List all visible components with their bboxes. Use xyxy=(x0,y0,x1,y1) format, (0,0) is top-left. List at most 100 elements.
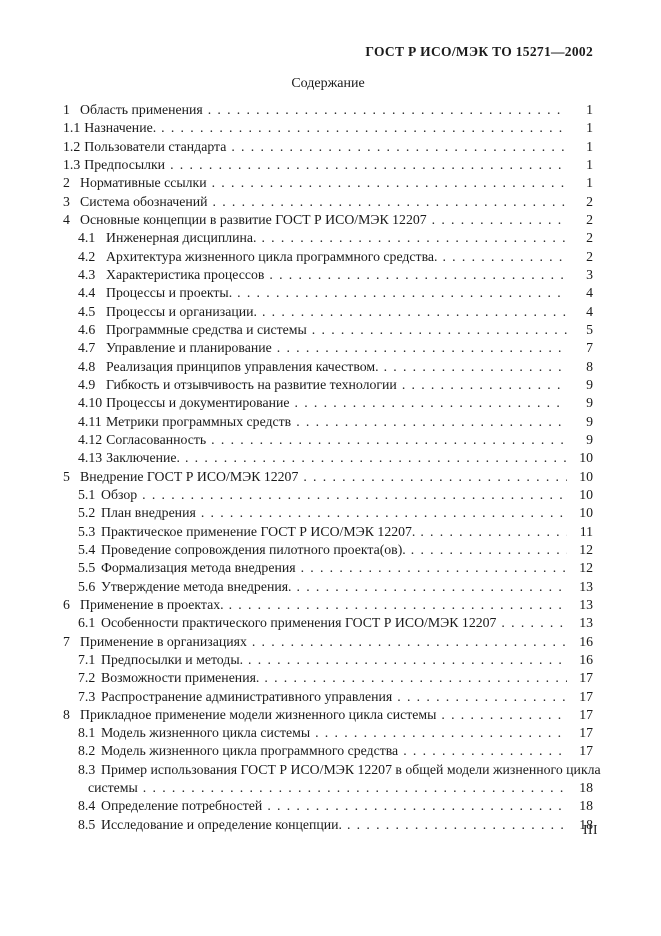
toc-item: 8.5 Исследование и определение концепции.… xyxy=(63,816,593,834)
toc-num: 4.10 xyxy=(78,395,103,411)
toc-item: 4.5 Процессы и организации. 4 xyxy=(63,303,593,321)
toc-label: План внедрения xyxy=(101,505,196,521)
toc-label: Процессы и документирование xyxy=(106,395,290,411)
toc-pg: 2 xyxy=(586,193,593,209)
toc-leader xyxy=(213,193,567,211)
toc-leader xyxy=(262,303,567,321)
toc-pg: 1 xyxy=(586,120,593,136)
toc-leader xyxy=(237,284,567,302)
toc-pg: 9 xyxy=(586,431,593,447)
toc-pg: 2 xyxy=(586,230,593,246)
toc-pg: 8 xyxy=(586,358,593,374)
toc-label: Прикладное применение модели жизненного … xyxy=(80,706,437,722)
toc-label: Исследование и определение концепции. xyxy=(101,816,342,832)
toc-num: 8.5 xyxy=(78,816,96,832)
toc-item: 4.2 Архитектура жизненного цикла программ… xyxy=(63,248,593,266)
toc-leader xyxy=(252,633,567,651)
toc-item: 5.5 Формализация метода внедрения 12 xyxy=(63,559,593,577)
toc-leader xyxy=(185,449,567,467)
toc-pg: 10 xyxy=(579,505,593,521)
toc-label: Применение в организациях xyxy=(80,633,247,649)
toc-num: 3 xyxy=(63,193,70,209)
toc-pg: 2 xyxy=(586,248,593,264)
toc-num: 4 xyxy=(63,211,70,227)
toc-leader xyxy=(229,596,567,614)
toc-label: Согласованность xyxy=(106,431,207,447)
toc-label: Модель жизненного цикла системы xyxy=(101,725,311,741)
toc-label: Процессы и проекты. xyxy=(106,285,233,301)
toc-pg: 7 xyxy=(586,340,593,356)
page-title: Содержание xyxy=(291,76,365,91)
toc-pg: 17 xyxy=(579,725,593,741)
toc-item: 5.6 Утверждение метода внедрения. 13 xyxy=(63,578,593,596)
toc-pg: 2 xyxy=(586,211,593,227)
toc-leader xyxy=(301,559,567,577)
toc-leader xyxy=(201,504,567,522)
toc-num: 8 xyxy=(63,706,70,722)
toc-label: Программные средства и системы xyxy=(106,321,307,337)
toc-label: Характеристика процессов xyxy=(106,266,265,282)
toc-pg: 13 xyxy=(579,615,593,631)
toc-num: 5.3 xyxy=(78,523,96,539)
toc-leader xyxy=(208,101,567,119)
toc-pg: 1 xyxy=(586,175,593,191)
toc-num: 4.2 xyxy=(78,248,96,264)
toc-pg: 18 xyxy=(579,798,593,814)
toc-leader xyxy=(303,468,567,486)
toc-item: 8.1 Модель жизненного цикла системы 17 xyxy=(63,724,593,742)
toc-label: Распространение административного управл… xyxy=(101,688,393,704)
toc-leader xyxy=(442,248,567,266)
toc-label: системы xyxy=(88,780,138,796)
toc-label: Определение потребностей xyxy=(101,798,263,814)
toc-label: Формализация метода внедрения xyxy=(101,560,296,576)
toc-leader xyxy=(384,358,567,376)
toc-label: Проведение сопровождения пилотного проек… xyxy=(101,541,406,557)
toc-label: Предпосылки и методы. xyxy=(101,651,244,667)
toc-num: 4.3 xyxy=(78,266,96,282)
toc-leader xyxy=(420,523,567,541)
toc-label: Внедрение ГОСТ Р ИСО/МЭК 12207 xyxy=(80,468,299,484)
toc-item: 4.4 Процессы и проекты. 4 xyxy=(63,284,593,302)
toc-item: 1 Область применения 1 xyxy=(63,101,593,119)
toc-item: 8.4 Определение потребностей 18 xyxy=(63,797,593,815)
toc-num: 4.7 xyxy=(78,340,96,356)
toc-pg: 10 xyxy=(579,486,593,502)
toc-item: 6 Применение в проектах. 13 xyxy=(63,596,593,614)
toc-leader xyxy=(411,541,567,559)
toc-leader xyxy=(143,779,567,797)
toc-num: 2 xyxy=(63,175,70,191)
toc-item: 5.2 План внедрения 10 xyxy=(63,504,593,522)
toc-label: Инженерная дисциплина. xyxy=(106,230,257,246)
footer-page-number: III xyxy=(583,822,598,837)
toc-num: 5.1 xyxy=(78,486,96,502)
toc-num: 8.4 xyxy=(78,798,96,814)
toc-num: 8.3 xyxy=(78,761,96,777)
toc-leader xyxy=(170,156,567,174)
toc-num: 1.2 xyxy=(63,138,81,154)
toc-pg: 10 xyxy=(579,450,593,466)
toc-leader xyxy=(277,339,567,357)
toc-label: Модель жизненного цикла программного сре… xyxy=(101,743,399,759)
toc-num: 8.1 xyxy=(78,725,96,741)
toc-item: 4 Основные концепции в развитие ГОСТ Р ИС… xyxy=(63,211,593,229)
toc-pg: 1 xyxy=(586,138,593,154)
toc-num: 4.11 xyxy=(78,413,102,429)
toc-num: 4.12 xyxy=(78,431,103,447)
toc-num: 6 xyxy=(63,596,70,612)
toc-label: Область применения xyxy=(80,102,203,117)
toc-pg: 16 xyxy=(579,633,593,649)
toc-pg: 5 xyxy=(586,321,593,337)
toc-label: Нормативные ссылки xyxy=(80,175,207,191)
toc-label: Пример использования ГОСТ Р ИСО/МЭК 1220… xyxy=(101,761,601,777)
toc-label: Основные концепции в развитие ГОСТ Р ИСО… xyxy=(80,211,427,227)
toc-pg: 17 xyxy=(579,743,593,759)
toc-num: 8.2 xyxy=(78,743,96,759)
toc-pg: 13 xyxy=(579,578,593,594)
toc-num: 5 xyxy=(63,468,70,484)
toc-label: Пользователи стандарта xyxy=(84,138,227,154)
toc-leader xyxy=(501,614,567,632)
toc-num: 7 xyxy=(63,633,70,649)
